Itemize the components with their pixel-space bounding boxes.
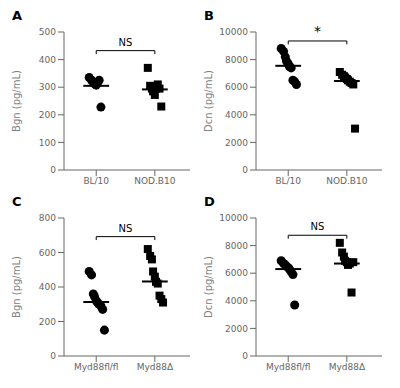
svg-text:6000: 6000 [225,268,248,278]
svg-text:10000: 10000 [219,27,248,37]
svg-text:NOD.B10: NOD.B10 [326,176,368,186]
svg-text:4000: 4000 [225,296,248,306]
svg-text:NS: NS [311,221,325,232]
svg-text:0: 0 [50,351,56,361]
svg-text:400: 400 [39,55,56,65]
svg-text:10000: 10000 [219,213,248,223]
svg-text:6000: 6000 [225,82,248,92]
svg-text:500: 500 [39,27,56,37]
svg-text:200: 200 [39,110,56,120]
html-text:D: D [204,194,215,209]
svg-text:NS: NS [119,223,133,234]
svg-text:100: 100 [39,138,56,148]
html-text:A: A [12,8,23,23]
svg-text:NS: NS [119,37,133,48]
svg-text:Myd88fl/fl: Myd88fl/fl [74,362,119,372]
svg-text:Myd88Δ: Myd88Δ [137,362,174,372]
svg-text:BL/10: BL/10 [83,176,109,186]
svg-text:8000: 8000 [225,241,248,251]
svg-text:2000: 2000 [225,138,248,148]
html-text:C: C [12,194,22,209]
svg-text:4000: 4000 [225,110,248,120]
svg-text:400: 400 [39,282,56,292]
svg-text:NOD.B10: NOD.B10 [134,176,176,186]
svg-text:Bgn (pg/mL): Bgn (pg/mL) [11,70,22,132]
svg-text:200: 200 [39,317,56,327]
svg-text:0: 0 [242,165,248,175]
svg-text:600: 600 [39,248,56,258]
svg-text:800: 800 [39,213,56,223]
svg-text:Dcn (pg/mL): Dcn (pg/mL) [203,70,214,132]
svg-text:2000: 2000 [225,324,248,334]
svg-text:Myd88Δ: Myd88Δ [329,362,366,372]
svg-text:0: 0 [50,165,56,175]
html-text:B: B [204,8,214,23]
svg-text:*: * [314,23,321,39]
svg-text:0: 0 [242,351,248,361]
svg-text:300: 300 [39,82,56,92]
svg-text:8000: 8000 [225,55,248,65]
svg-text:Bgn (pg/mL): Bgn (pg/mL) [11,256,22,318]
svg-text:Dcn (pg/mL): Dcn (pg/mL) [203,256,214,318]
svg-text:BL/10: BL/10 [275,176,301,186]
svg-text:Myd88fl/fl: Myd88fl/fl [266,362,311,372]
